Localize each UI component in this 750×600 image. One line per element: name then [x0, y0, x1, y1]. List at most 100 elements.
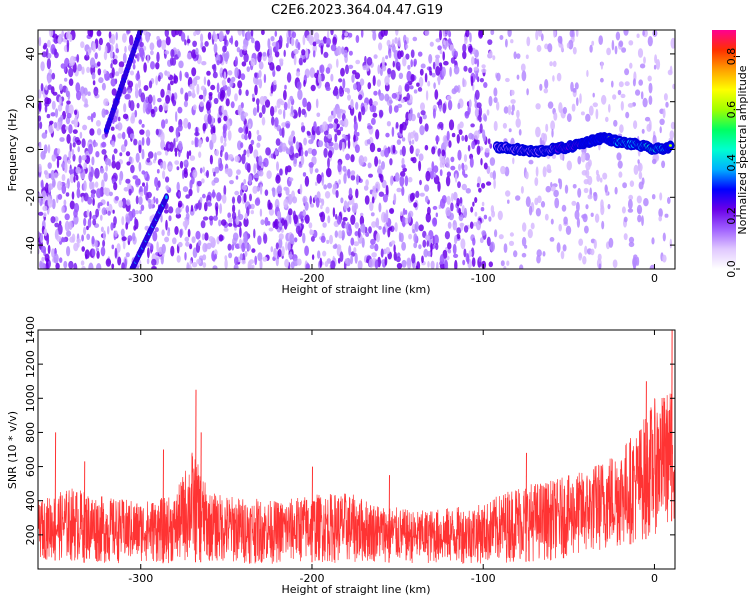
- spectrogram-cell: [97, 202, 103, 207]
- spectrogram-cell: [200, 33, 204, 43]
- spectrogram-cell: [351, 198, 355, 206]
- spectrogram-cell: [64, 162, 68, 174]
- spectrogram-cell: [278, 109, 283, 115]
- spectrogram-cell: [58, 121, 63, 130]
- spectrogram-cell: [138, 196, 143, 206]
- spectrogram-cell: [289, 95, 294, 102]
- spectrogram-cell: [623, 30, 629, 36]
- spectrogram-cell: [327, 215, 331, 224]
- spectrogram-cell: [545, 185, 552, 193]
- spectrogram-cell: [116, 243, 121, 253]
- y-tick-label: 800: [24, 422, 37, 443]
- spectrogram-cell: [496, 101, 500, 111]
- spectrogram-cell: [221, 105, 224, 114]
- spectrogram-cell: [150, 108, 155, 115]
- spectrogram-cell: [628, 40, 634, 46]
- snr-peak: [200, 432, 202, 563]
- spectrogram-cell: [648, 82, 653, 94]
- spectrogram-cell: [608, 103, 611, 113]
- y-tick-label: 400: [24, 490, 37, 511]
- spectrogram-cell: [240, 102, 244, 109]
- spectrogram-cell: [128, 44, 133, 52]
- spectrogram-cell: [393, 244, 396, 253]
- spectrogram-cell: [552, 60, 557, 67]
- spectrogram-cell: [336, 129, 342, 136]
- spectrogram-cell: [479, 123, 483, 134]
- colorbar-label: Normalized spectral amplitude: [736, 65, 749, 234]
- spectrogram-cell: [186, 52, 192, 60]
- spectrogram-cell: [384, 256, 388, 266]
- snr-x-label: Height of straight line (km): [281, 583, 430, 596]
- spectrogram-cell: [274, 51, 280, 58]
- spectrogram-cell: [122, 52, 127, 64]
- spectrogram-cell: [207, 113, 212, 125]
- x-tick-label: 0: [651, 572, 658, 585]
- spectrogram-cell: [138, 144, 142, 154]
- spectrogram-cell: [401, 137, 406, 142]
- spectrogram-cell: [357, 81, 360, 93]
- spectrogram-cell: [76, 181, 81, 190]
- spectrogram-cell: [83, 226, 87, 236]
- spectrogram-cell: [270, 36, 275, 42]
- spectrogram-cell: [290, 105, 294, 115]
- spectrogram-cell: [57, 148, 61, 155]
- spectrogram-cell: [439, 198, 446, 209]
- spectrogram-cell: [134, 217, 137, 228]
- spectrogram-cell: [296, 81, 302, 90]
- spectrogram-cell: [350, 170, 356, 176]
- spectrogram-cell: [171, 57, 177, 66]
- spectrogram-cell: [286, 36, 291, 45]
- spectrogram-cell: [427, 261, 430, 268]
- spectrogram-cell: [195, 47, 199, 56]
- spectrogram-cell: [371, 252, 377, 258]
- spectrogram-cell: [400, 171, 406, 177]
- spectrogram-cell: [522, 222, 527, 232]
- spectrogram-cell: [46, 113, 51, 119]
- spectrogram-cell: [367, 82, 372, 90]
- spectrogram-cell: [570, 81, 574, 92]
- spectrogram-cell: [219, 203, 223, 214]
- spectrogram-cell: [528, 159, 534, 165]
- spectrogram-cell: [414, 224, 417, 230]
- spectrogram-cell: [165, 185, 170, 191]
- spectrogram-cell: [262, 256, 268, 262]
- spectrogram-cell: [91, 156, 95, 166]
- spectrogram-cell: [216, 192, 222, 202]
- spectrogram-cell: [126, 30, 131, 34]
- spectrogram-cell: [145, 192, 149, 201]
- spectrogram-cell: [267, 38, 271, 49]
- spectrogram-cell: [343, 49, 348, 58]
- spectrogram-cell: [298, 57, 303, 66]
- spectrogram-cell: [450, 165, 456, 171]
- spectrogram-cell: [326, 239, 330, 244]
- spectrogram-cell: [500, 165, 506, 175]
- spectrogram-cell: [121, 236, 127, 241]
- spectrogram-cell: [458, 207, 462, 216]
- spectrogram-cell: [43, 42, 48, 49]
- spectrogram-cell: [658, 215, 662, 222]
- spectrogram-cell: [380, 30, 386, 37]
- spectrogram-cell: [223, 142, 227, 147]
- spectrogram-cell: [176, 255, 181, 263]
- spectrogram-cell: [407, 176, 413, 183]
- spectrogram-cell: [92, 111, 96, 119]
- spectrogram-cell: [370, 212, 375, 217]
- spectrogram-cell: [193, 31, 197, 37]
- spectrogram-cell: [141, 57, 144, 62]
- spectrogram-cell: [246, 163, 250, 172]
- spectrogram-cell: [525, 196, 531, 208]
- spectrogram-cell: [375, 232, 380, 243]
- spectrogram-cell: [614, 186, 618, 195]
- spectrogram-cell: [274, 105, 278, 113]
- snr-peak: [54, 432, 57, 561]
- spectrogram-cell: [446, 95, 452, 101]
- spectrogram-cell: [468, 250, 473, 257]
- spectrogram-cell: [622, 182, 627, 189]
- spectrogram-cell: [172, 237, 177, 245]
- spectrogram-cell: [447, 38, 452, 44]
- spectrogram-cell: [96, 30, 102, 37]
- spectrogram-cell: [137, 78, 141, 89]
- spectrogram-cell: [162, 170, 166, 180]
- spectrogram-cell: [519, 264, 524, 269]
- spectrogram-cell: [401, 121, 407, 131]
